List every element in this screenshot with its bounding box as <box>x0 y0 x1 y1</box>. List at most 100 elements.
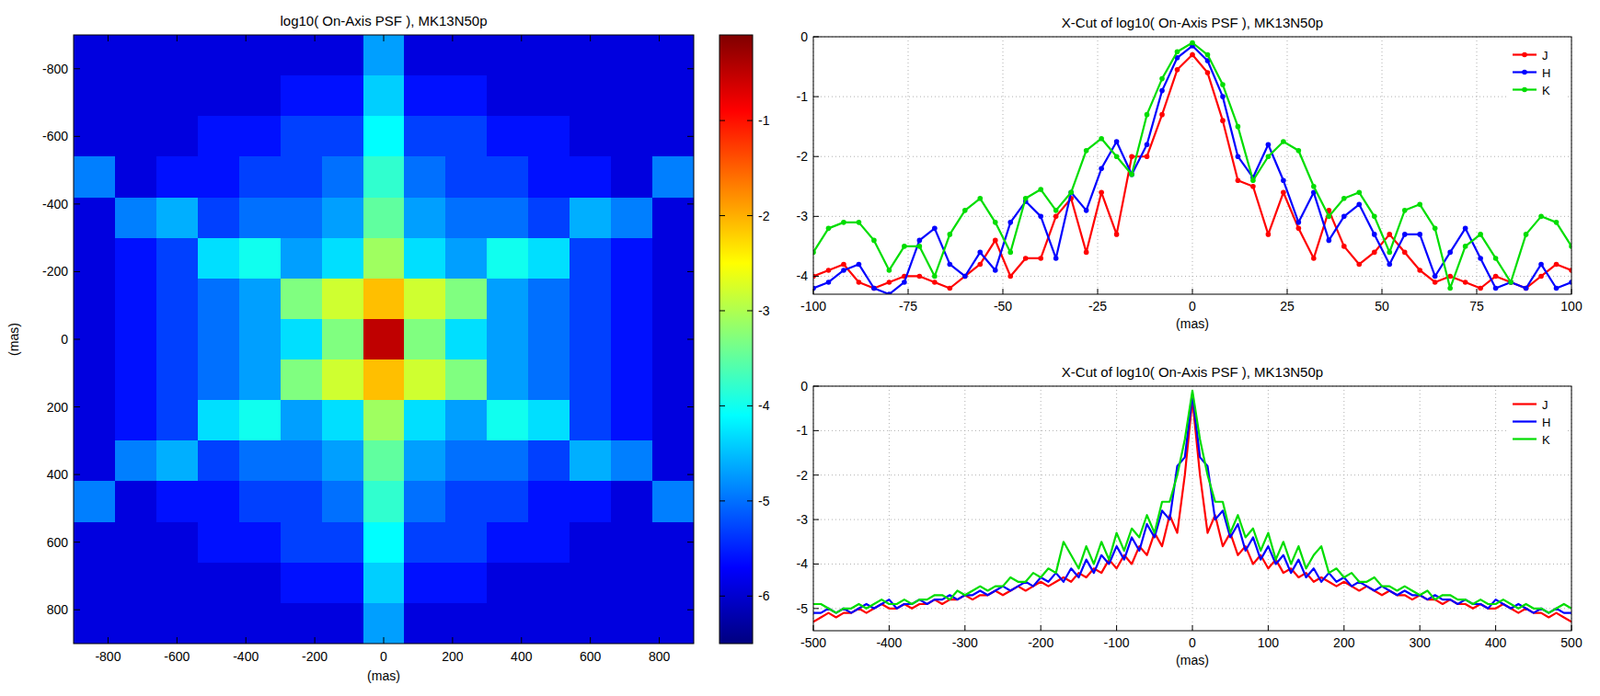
heat-cell <box>528 34 570 77</box>
y-tick <box>73 474 81 476</box>
heat-cell <box>445 75 487 117</box>
series-marker <box>1523 286 1530 292</box>
x-tick-label: -200 <box>301 649 328 665</box>
colorbar-tick <box>747 310 753 311</box>
y-tick <box>687 271 694 273</box>
heat-cell <box>280 319 323 361</box>
y-tick-label: -800 <box>42 61 69 77</box>
series-marker <box>1477 255 1484 262</box>
y-tick-label: 600 <box>46 535 70 551</box>
heat-cell <box>73 238 116 280</box>
heat-cell <box>197 75 240 117</box>
series-marker <box>901 243 908 250</box>
heat-cell <box>73 603 116 645</box>
series-marker <box>1402 250 1408 256</box>
heat-cell <box>403 400 446 442</box>
heat-cell <box>197 603 240 645</box>
y-tick-label: -1 <box>796 423 809 438</box>
heat-cell <box>115 156 157 198</box>
x-tick <box>1287 288 1289 295</box>
heat-cell <box>486 156 529 198</box>
heat-cell <box>280 603 323 645</box>
heat-cell <box>528 481 570 523</box>
series-marker <box>1235 153 1242 160</box>
heat-cell <box>197 34 240 77</box>
heat-cell <box>569 75 611 117</box>
x-tick <box>1192 288 1194 295</box>
x-grid-line <box>1287 36 1289 295</box>
heat-cell <box>322 34 364 77</box>
y-tick-label: -4 <box>796 268 809 284</box>
y-tick <box>73 136 81 138</box>
heat-cell <box>197 238 240 280</box>
series-marker <box>947 262 954 268</box>
x-tick <box>451 34 453 42</box>
series-marker <box>1538 274 1544 280</box>
y-tick-label: -5 <box>796 601 809 617</box>
colorbar-tick-label: -4 <box>758 398 771 414</box>
series-marker <box>1159 88 1165 94</box>
heat-cell <box>528 319 570 361</box>
series-marker <box>1083 207 1090 214</box>
heat-cell <box>156 440 198 483</box>
heat-cell <box>445 603 487 645</box>
series-line <box>813 400 1572 623</box>
series-marker <box>1341 214 1347 220</box>
x-tick <box>1097 288 1099 295</box>
series-marker <box>1220 93 1226 100</box>
series-marker <box>1128 172 1135 178</box>
colorbar-tick <box>747 215 753 217</box>
x-tick <box>176 637 178 645</box>
series-marker <box>992 238 999 244</box>
heat-cell <box>363 481 405 523</box>
heat-cell <box>528 278 570 321</box>
x-tick-label: 400 <box>510 649 533 665</box>
y-tick-label: -400 <box>42 196 69 212</box>
x-tick-label: 0 <box>1188 299 1197 314</box>
series-marker <box>962 274 968 280</box>
series-line <box>813 395 1572 614</box>
heat-cell <box>322 238 364 280</box>
heat-cell <box>280 400 323 442</box>
heat-cell <box>115 278 157 321</box>
heat-cell <box>445 319 487 361</box>
heat-cell <box>528 75 570 117</box>
x-tick-label: -50 <box>993 299 1013 314</box>
series-marker <box>1250 184 1256 190</box>
heat-cell <box>73 400 116 442</box>
series-marker <box>1068 190 1074 196</box>
y-tick <box>813 519 819 521</box>
series-marker <box>1235 177 1242 184</box>
x-grid-line <box>1040 386 1042 632</box>
heat-cell <box>486 319 529 361</box>
series-marker <box>1144 141 1151 148</box>
plot-frame <box>813 386 1572 632</box>
series-marker <box>977 195 983 202</box>
series-marker <box>1341 243 1347 250</box>
heat-cell <box>652 238 694 280</box>
x-tick <box>107 637 109 645</box>
heat-cell <box>445 440 487 483</box>
heat-cell <box>445 238 487 280</box>
series-marker <box>840 219 847 226</box>
heat-cell <box>403 156 446 198</box>
heat-cell <box>239 197 281 240</box>
heat-cell <box>445 115 487 158</box>
series-marker <box>932 279 938 286</box>
series-group <box>813 40 1572 295</box>
heat-cell <box>403 603 446 645</box>
y-tick <box>73 68 81 70</box>
x-tick <box>383 637 385 645</box>
series-marker <box>1507 279 1514 286</box>
x-axis-title: (mas) <box>1175 653 1209 668</box>
heat-cell <box>280 359 323 402</box>
x-tick-label: -800 <box>94 649 121 665</box>
y-tick <box>687 406 694 408</box>
series-marker <box>1037 186 1044 193</box>
heat-cell <box>610 359 653 402</box>
heat-cell <box>322 563 364 605</box>
heat-cell <box>280 563 323 605</box>
x-tick-label: 0 <box>379 649 388 665</box>
heat-cell <box>445 359 487 402</box>
heat-cell <box>73 481 116 523</box>
